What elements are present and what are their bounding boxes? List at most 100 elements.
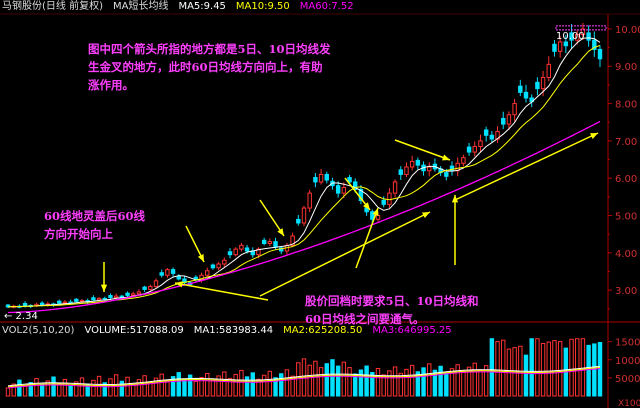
volume-bar [108,378,113,397]
volume-bar [472,362,477,397]
candle-body [113,295,119,299]
candle-body [586,32,591,41]
candle-body [239,244,244,250]
volume-bar [153,377,159,397]
volume-bar [353,373,358,397]
volume-bar [11,383,16,397]
candle-body [136,291,142,295]
volume-bar [199,376,204,397]
arrow-support-1-head [175,281,183,288]
ma10-value: MA10:9.50 [235,1,290,12]
volume-bar [341,361,347,397]
arrow-support-2-head [372,208,379,216]
candle-body [404,166,409,175]
volume-bar [102,382,107,397]
volume-bar [335,365,341,397]
high-marker-box [555,25,607,31]
candle-body [518,85,523,93]
candle-body [74,298,79,302]
volume-bar [449,368,455,397]
arrow-cross-2-head [277,228,284,236]
price-tick-label: 6.00 [615,174,637,185]
volume-bar [523,354,529,397]
volume-bar [580,338,586,397]
volume-unit-label: X100 [618,399,640,408]
arrow-support-2 [355,207,379,269]
candle-body [546,63,551,78]
volume-bar [324,363,329,397]
volume-bar [398,372,403,397]
candle-body [170,269,176,274]
volume-bar [381,374,386,397]
ma5-value: MA5:9.45 [178,1,226,12]
volume-bar [489,338,495,397]
volume-bar [279,373,284,397]
volume-bar [57,382,62,397]
candle-body [415,159,421,166]
volume-bar [375,367,381,397]
candle-body [108,295,113,299]
volume-tick-label: 15000 [615,338,640,349]
candle-body [489,134,495,140]
volume-bar [290,375,295,397]
candle-body [387,192,392,205]
candle-body [427,166,432,172]
arrow-cross-4 [394,139,451,161]
volume-bar [387,370,392,397]
candle-body [347,177,352,183]
price-tick-label: 3.00 [615,286,637,297]
candle-body [227,251,233,256]
candle-body [142,286,147,290]
candle-body [22,303,28,306]
arrow-left-vertical-head [100,284,108,292]
volume-bar [51,376,56,397]
candle-body [39,302,45,306]
candle-body [210,264,216,269]
candle-body [57,300,62,304]
volume-bar [535,338,540,397]
arrow-cross-1-head [197,254,204,262]
volume-bar [597,341,603,397]
candle-body [216,263,221,269]
candle-body [392,181,398,194]
candle-body [597,48,603,60]
volume-bar [34,378,39,397]
volume-bar [347,367,352,397]
candle-body [512,103,517,116]
volume-bar [358,369,364,397]
price-tick-label: 8.00 [615,100,637,111]
candle-body [273,241,278,248]
candle-body [501,118,506,125]
vol-ma1-line [7,365,601,387]
volume-bar [569,338,574,397]
arrow-support-5 [454,132,599,201]
candle-body [444,172,449,177]
candle-body [159,272,164,276]
volume-bar [575,338,580,397]
volume-bar [415,371,421,397]
candle-body [233,248,238,256]
arrow-support-1 [174,282,269,301]
volume-bar [444,372,449,397]
candle-body [176,275,181,280]
vol-ma2-value: MA2:625208.50 [283,325,363,336]
annotation-bottom: 股价回档时要求5日、10日均线和 60日均线之间要通气。 [305,294,479,326]
candle-body [165,269,170,276]
candle-body [91,297,96,301]
volume-bar [205,373,210,397]
volume-bar [313,360,318,397]
candle-body [125,292,130,296]
arrow-support-5-head [590,133,598,139]
volume-bar [62,378,68,397]
candle-body [341,187,347,194]
volume-bar [187,374,193,397]
volume-bar [261,374,267,397]
volume-bar [529,338,534,397]
volume-bar [586,344,591,397]
candle-body [552,43,557,52]
arrow-support-4-head [451,195,459,203]
vol-ma3-line [7,368,601,389]
candle-body [523,91,529,99]
candle-body [296,218,301,224]
